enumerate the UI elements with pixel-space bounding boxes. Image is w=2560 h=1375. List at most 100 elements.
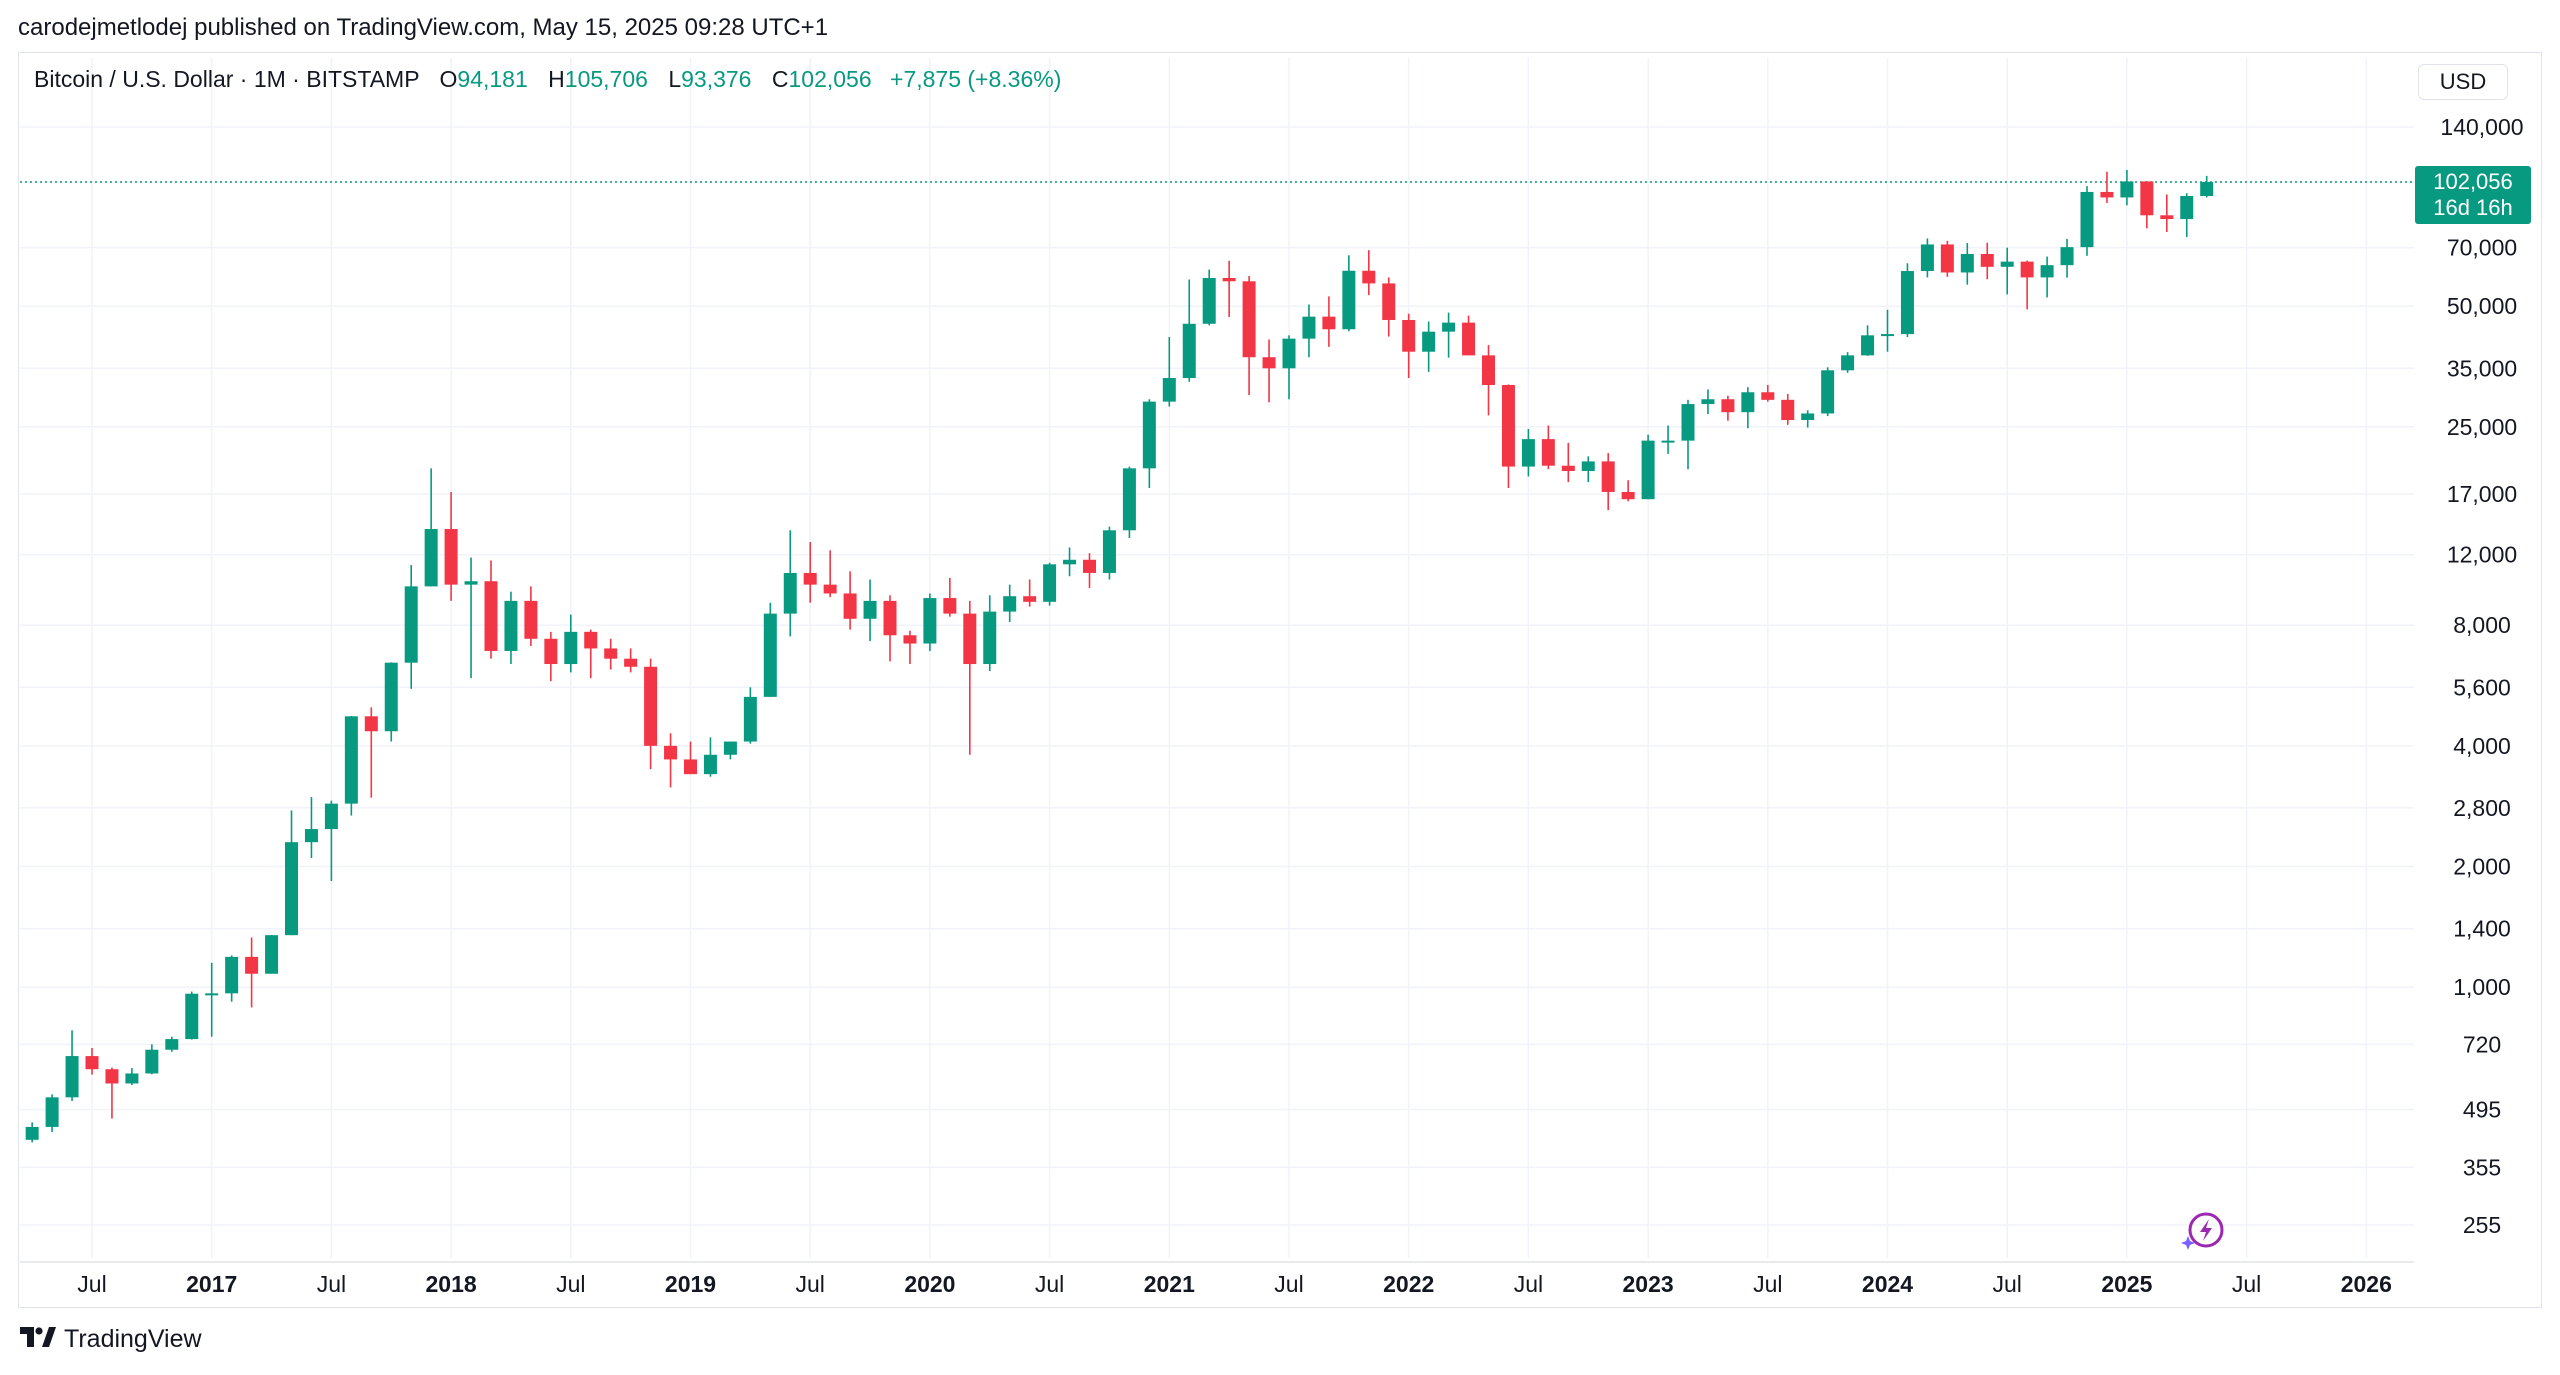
candle-body (504, 600, 518, 651)
candle (1482, 345, 1495, 416)
candle (285, 810, 298, 936)
candle-body (1482, 355, 1495, 385)
time-tick-label: Jul (1753, 1271, 1782, 1297)
price-tick-label: 720 (2463, 1031, 2501, 1057)
candle (504, 591, 518, 665)
candle (783, 530, 797, 637)
candle (65, 1030, 79, 1101)
candle (1601, 453, 1615, 511)
candle (304, 797, 318, 859)
low-label: L (668, 66, 682, 92)
time-tick-label: Jul (2232, 1271, 2261, 1297)
candle-body (364, 716, 378, 732)
time-tick-label: 2017 (186, 1271, 237, 1297)
candle-body (624, 658, 638, 667)
candle-body (843, 593, 857, 619)
candle-body (304, 829, 318, 843)
time-tick-label: 2023 (1623, 1271, 1674, 1297)
candle (1162, 336, 1176, 407)
tradingview-logo-icon (20, 1325, 56, 1354)
candle (1282, 335, 1296, 400)
candle (1741, 387, 1755, 429)
candle (1362, 250, 1376, 296)
candle-body (1761, 392, 1775, 400)
open-label: O (439, 66, 458, 92)
candle (843, 571, 857, 630)
candle (1980, 242, 1994, 280)
candle (1561, 442, 1575, 483)
candle (2120, 169, 2134, 206)
published-caption: carodejmetlodej published on TradingView… (18, 14, 829, 41)
last-price-tag: 102,056 16d 16h (2415, 166, 2531, 224)
time-tick-label: 2018 (426, 1271, 477, 1297)
price-tick-label: 1,400 (2453, 916, 2511, 942)
candle (25, 1122, 39, 1143)
candle (1701, 389, 1715, 415)
symbol-legend: Bitcoin / U.S. Dollar · 1M · BITSTAMP O9… (34, 66, 1061, 93)
time-tick-label: Jul (556, 1271, 585, 1297)
price-tick-label: 2,800 (2453, 795, 2511, 821)
candle-body (1801, 413, 1815, 421)
candle-body (1900, 271, 1914, 335)
candle-body (205, 993, 219, 996)
candle (344, 715, 358, 816)
candle (943, 577, 957, 617)
candle-body (85, 1056, 99, 1070)
candle-body (1262, 357, 1276, 369)
candle (1641, 434, 1655, 500)
candle-body (1122, 468, 1136, 531)
candle (185, 991, 199, 1040)
time-tick-label: Jul (1992, 1271, 2021, 1297)
candle (883, 595, 897, 662)
candle (1102, 526, 1116, 580)
candle (2000, 247, 2014, 295)
candle-body (185, 993, 199, 1040)
candle (604, 638, 618, 670)
candle (584, 629, 598, 679)
price-tick-label: 35,000 (2447, 355, 2517, 381)
candle (1881, 309, 1894, 352)
time-tick-label: 2024 (1862, 1271, 1913, 1297)
candle (2160, 194, 2174, 232)
candle (1342, 255, 1356, 332)
candle (1920, 238, 1934, 278)
candle (923, 593, 937, 651)
candle-body (1581, 461, 1595, 472)
candle-body (883, 600, 897, 636)
candle (2080, 186, 2094, 256)
candle-body (2120, 181, 2134, 198)
candle-body (943, 598, 957, 614)
candle (1262, 339, 1276, 403)
candle-body (604, 648, 618, 659)
candle-body (2140, 181, 2154, 216)
lightning-assistant-icon[interactable] (2178, 1208, 2228, 1258)
candle-body (2080, 191, 2094, 248)
candle-body (1342, 270, 1356, 330)
time-tick-label: 2022 (1383, 1271, 1434, 1297)
candle-body (1142, 401, 1156, 469)
tradingview-footer[interactable]: TradingView (20, 1325, 202, 1354)
price-tick-label: 5,600 (2453, 674, 2511, 700)
candle-body (684, 759, 697, 775)
candle-body (2060, 247, 2074, 266)
candle (165, 1036, 179, 1052)
candle (364, 707, 378, 798)
candle (1581, 456, 1595, 483)
candle-body (1043, 564, 1057, 602)
candle-body (25, 1126, 39, 1140)
candle (1761, 384, 1775, 402)
time-tick-label: 2026 (2341, 1271, 2392, 1297)
candle-body (265, 935, 279, 974)
candle (2100, 171, 2114, 203)
candle-body (584, 631, 598, 649)
candle (2020, 260, 2034, 310)
candle (2040, 256, 2054, 298)
candle (1960, 242, 1974, 285)
time-tick-label: Jul (1274, 1271, 1303, 1297)
currency-button[interactable]: USD (2418, 64, 2508, 100)
candle-body (45, 1097, 59, 1127)
time-tick-label: Jul (77, 1271, 106, 1297)
price-tick-label: 355 (2463, 1154, 2501, 1180)
candle-body (145, 1049, 159, 1074)
